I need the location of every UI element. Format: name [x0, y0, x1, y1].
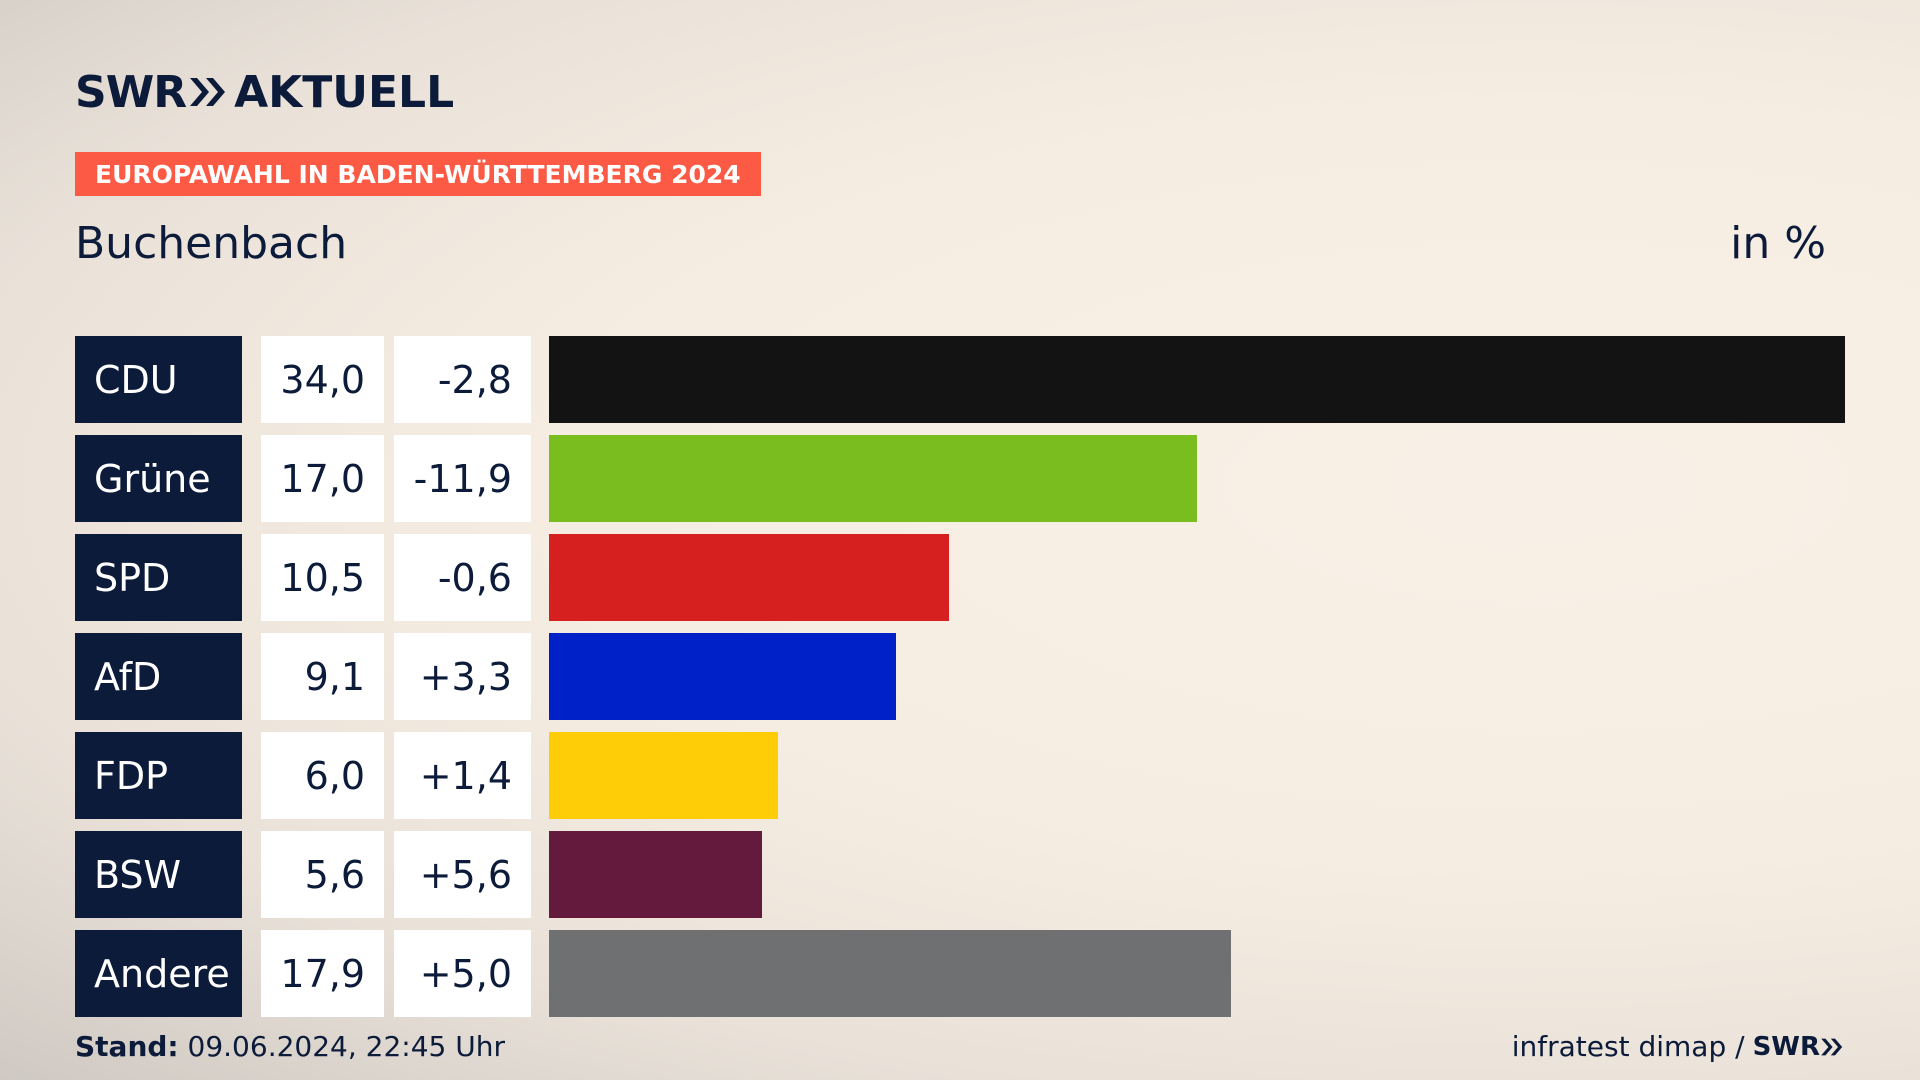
results-chart: CDU 34,0 -2,8 Grüne 17,0 -11,9 SPD 10,5 -0,6 AfD 9… — [75, 336, 1845, 1017]
party-label: Grüne — [75, 435, 242, 522]
vote-share: 6,0 — [261, 732, 384, 819]
timestamp: Stand: 09.06.2024, 22:45 Uhr — [75, 1030, 505, 1063]
party-label: BSW — [75, 831, 242, 918]
result-bar — [549, 930, 1231, 1017]
double-chevron-icon — [190, 78, 226, 106]
vote-change: +5,0 — [394, 930, 531, 1017]
unit-label: in % — [1730, 218, 1826, 269]
result-row: Grüne 17,0 -11,9 — [75, 435, 1845, 522]
result-bar — [549, 336, 1845, 423]
vote-change: -2,8 — [394, 336, 531, 423]
source-credit: infratest dimap / SWR — [1512, 1030, 1844, 1063]
swr-aktuell-logo: SWR AKTUELL — [75, 66, 455, 118]
vote-change: +3,3 — [394, 633, 531, 720]
timestamp-label: Stand: — [75, 1030, 179, 1063]
result-bar — [549, 732, 778, 819]
vote-share: 34,0 — [261, 336, 384, 423]
result-row: BSW 5,6 +5,6 — [75, 831, 1845, 918]
result-row: CDU 34,0 -2,8 — [75, 336, 1845, 423]
result-row: SPD 10,5 -0,6 — [75, 534, 1845, 621]
logo-swr-text: SWR — [75, 66, 187, 118]
vote-share: 17,0 — [261, 435, 384, 522]
small-double-chevron-icon — [1821, 1038, 1843, 1055]
source-text: infratest dimap / — [1511, 1030, 1745, 1063]
vote-share: 5,6 — [261, 831, 384, 918]
party-label: Andere — [75, 930, 242, 1017]
timestamp-value: 09.06.2024, 22:45 Uhr — [187, 1030, 505, 1063]
result-row: FDP 6,0 +1,4 — [75, 732, 1845, 819]
source-brand: SWR — [1752, 1031, 1820, 1062]
vote-change: +5,6 — [394, 831, 531, 918]
result-bar — [549, 435, 1197, 522]
result-bar — [549, 534, 949, 621]
result-bar — [549, 633, 896, 720]
vote-share: 17,9 — [261, 930, 384, 1017]
vote-change: -0,6 — [394, 534, 531, 621]
result-row: AfD 9,1 +3,3 — [75, 633, 1845, 720]
result-bar — [549, 831, 762, 918]
vote-share: 9,1 — [261, 633, 384, 720]
location-title: Buchenbach — [75, 218, 348, 269]
vote-change: +1,4 — [394, 732, 531, 819]
party-label: FDP — [75, 732, 242, 819]
election-banner: EUROPAWAHL IN BADEN-WÜRTTEMBERG 2024 — [75, 152, 761, 196]
party-label: SPD — [75, 534, 242, 621]
logo-aktuell-text: AKTUELL — [234, 66, 455, 118]
vote-share: 10,5 — [261, 534, 384, 621]
result-row: Andere 17,9 +5,0 — [75, 930, 1845, 1017]
party-label: CDU — [75, 336, 242, 423]
vote-change: -11,9 — [394, 435, 531, 522]
party-label: AfD — [75, 633, 242, 720]
